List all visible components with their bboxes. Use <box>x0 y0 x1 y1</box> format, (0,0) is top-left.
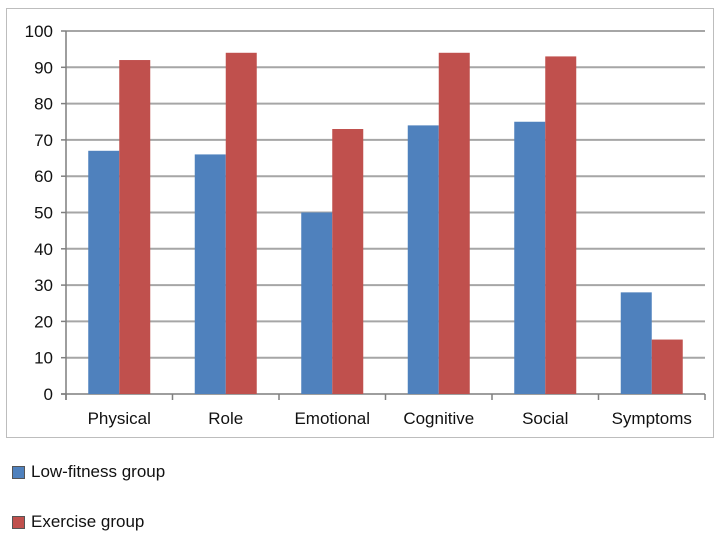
y-tick-label: 40 <box>34 240 53 259</box>
bar-1-5 <box>651 339 683 394</box>
legend-label-low-fitness: Low-fitness group <box>31 462 166 481</box>
bar-1-2 <box>332 129 364 394</box>
y-tick-label: 0 <box>44 385 53 404</box>
y-tick-label: 20 <box>34 312 53 331</box>
y-tick-label: 80 <box>34 95 53 114</box>
y-tick-label: 30 <box>34 276 53 295</box>
bar-1-0 <box>119 60 151 394</box>
chart-svg: 0 10 20 30 40 50 60 70 80 90 100 Physical Role Emotio… <box>25 22 706 428</box>
bar-0-3 <box>407 125 439 394</box>
x-tick-label: Social <box>522 409 568 428</box>
y-tick-label: 50 <box>34 204 53 223</box>
x-tick-label: Physical <box>88 409 151 428</box>
legend-label-exercise: Exercise group <box>31 512 145 531</box>
y-tick-label: 100 <box>25 22 53 41</box>
x-tick-label: Symptoms <box>612 409 692 428</box>
y-tick-label: 60 <box>34 167 53 186</box>
bar-0-5 <box>620 292 652 394</box>
bar-0-2 <box>301 212 333 394</box>
y-tick-label: 10 <box>34 349 53 368</box>
bar-1-1 <box>225 52 257 394</box>
legend-item-low-fitness: Low-fitness group <box>12 462 165 482</box>
bar-0-0 <box>88 150 120 394</box>
bar-0-4 <box>514 121 546 394</box>
y-tick-label: 70 <box>34 131 53 150</box>
legend-swatch-low-fitness <box>12 465 25 479</box>
bar-1-4 <box>545 56 577 394</box>
legend-swatch-exercise <box>12 515 25 529</box>
bar-0-1 <box>194 154 226 394</box>
y-tick-label: 90 <box>34 58 53 77</box>
legend-item-exercise: Exercise group <box>12 512 144 532</box>
x-tick-label: Cognitive <box>403 409 474 428</box>
bar-1-3 <box>438 52 470 394</box>
x-tick-label: Role <box>208 409 243 428</box>
x-tick-label: Emotional <box>294 409 370 428</box>
